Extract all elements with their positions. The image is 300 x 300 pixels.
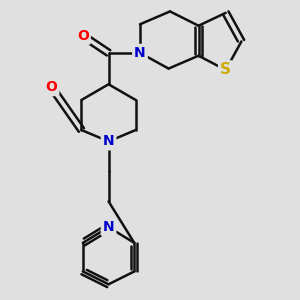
Text: S: S (220, 62, 231, 77)
Text: O: O (77, 29, 89, 43)
Text: N: N (103, 134, 114, 148)
Text: N: N (103, 220, 114, 234)
Text: O: O (46, 80, 57, 94)
Text: N: N (134, 46, 146, 60)
